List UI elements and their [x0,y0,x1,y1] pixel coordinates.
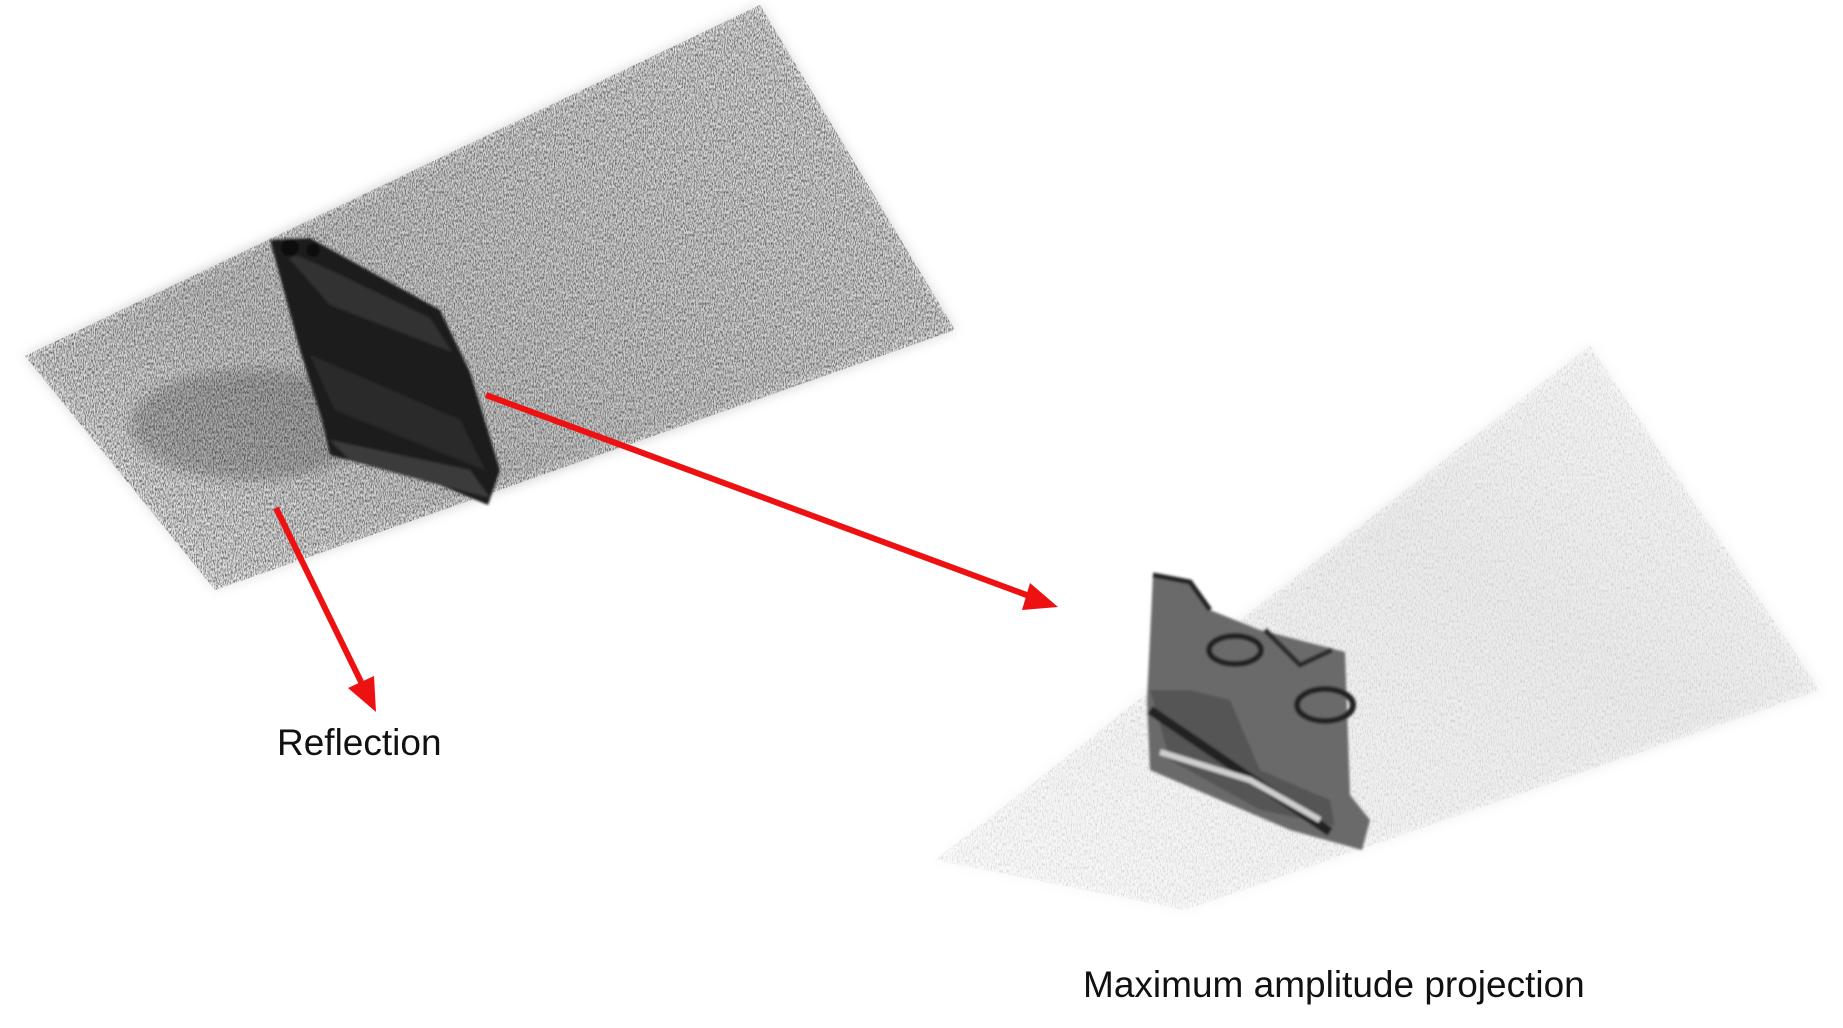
reflection-flaw [270,238,500,505]
reflection-volume [25,5,955,590]
reflection-label: Reflection [277,722,442,763]
arrow-to-projection [484,392,1058,610]
reflection-shadow-zone [130,370,370,480]
arrow-to-reflection [273,506,376,712]
max-amplitude-projection-label: Maximum amplitude projection [1083,964,1585,1005]
projection-flaw [1147,572,1370,850]
projection-beam-speckle [935,345,1820,910]
reflection-beam-speckle [25,5,955,590]
projection-volume [935,345,1820,910]
